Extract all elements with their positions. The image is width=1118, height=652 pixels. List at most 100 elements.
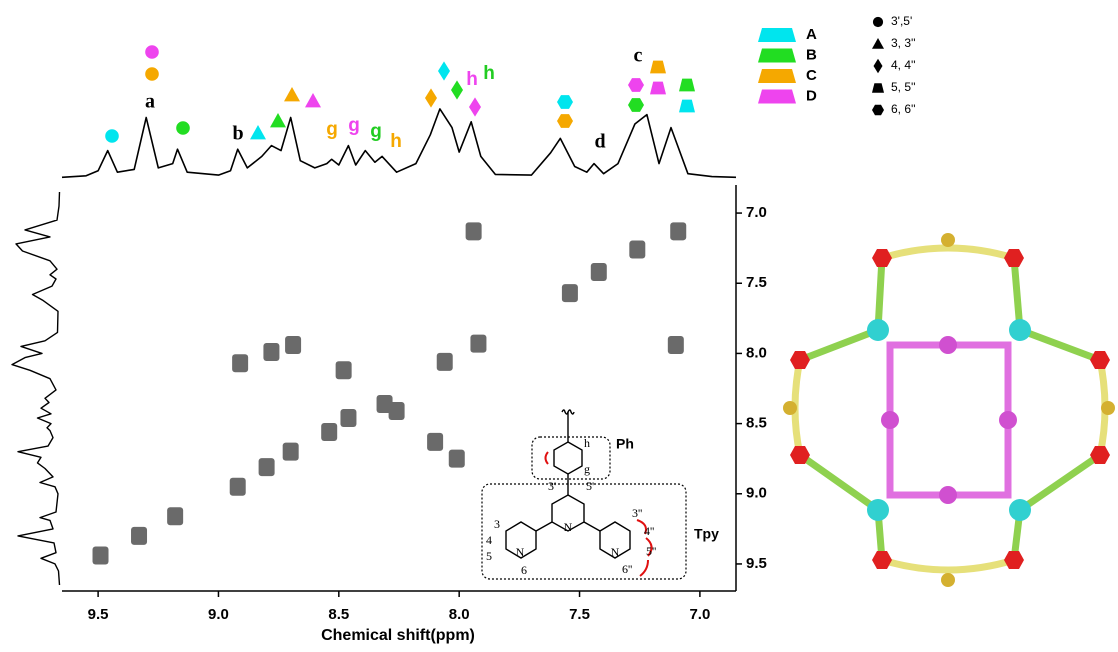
symbol [557, 95, 573, 109]
group-label: Ph [616, 436, 634, 452]
x-tick-label: 9.5 [88, 606, 109, 623]
cross-peak [667, 336, 684, 354]
symbol-legend-label: 3',5' [891, 14, 912, 28]
ph-box [531, 436, 611, 480]
symbol-legend-label: 4, 4'' [891, 58, 916, 72]
cross-peak [629, 240, 646, 259]
x-tick-label: 8.5 [328, 606, 349, 623]
cross-peak [388, 401, 405, 420]
peak-label: h [483, 63, 495, 84]
y-tick-label: 9.0 [746, 485, 767, 502]
symbol [628, 98, 644, 112]
symbol [305, 93, 321, 108]
atom-label: 3'' [632, 506, 642, 520]
cross-peak [167, 507, 184, 526]
peak-label: a [145, 91, 155, 113]
legend-label: D [806, 87, 817, 104]
symbol-legend-label: 6, 6'' [891, 102, 916, 116]
peak-label: g [326, 119, 338, 140]
atom-label: 6 [521, 563, 527, 577]
atom-n: N [516, 545, 525, 559]
inset-labels: h g 3' 5' 3 4 5 6 3'' 4'' 5'' 6'' Ph Tpy [486, 436, 719, 577]
symbol [872, 38, 884, 49]
phenyl-ring [553, 441, 583, 475]
peak-label: h [390, 131, 402, 152]
y-tick-label: 7.0 [746, 204, 767, 221]
cross-peak [282, 442, 299, 461]
atom-label: g [584, 462, 590, 476]
cross-peak [427, 432, 444, 451]
pyridine-ring [599, 521, 631, 559]
atom-n: N [611, 545, 620, 559]
legend-swatch [758, 28, 796, 42]
spectrum-top [61, 108, 737, 179]
tpy-box [481, 483, 687, 580]
cross-peak [470, 334, 487, 353]
atom-label: 6'' [622, 562, 632, 576]
cross-peak [232, 354, 249, 373]
legend-swatch [758, 89, 796, 104]
symbol [872, 16, 884, 28]
legend-label: C [806, 67, 817, 84]
symbol [250, 125, 266, 140]
cross-peak [436, 352, 453, 371]
symbol [425, 88, 437, 108]
symbol [284, 87, 300, 102]
cross-peak [561, 284, 578, 303]
cross-peak [229, 477, 246, 496]
atom-label: 3 [494, 517, 500, 531]
cross-peak [131, 526, 148, 545]
x-tick-label: 9.0 [208, 606, 229, 623]
symbol [679, 99, 695, 113]
x-tick-label: 7.0 [689, 606, 710, 623]
symbol [679, 78, 695, 92]
cross-peak [448, 449, 465, 468]
spectrum-left [11, 191, 61, 586]
symbol [650, 60, 666, 74]
cross-peak [258, 458, 275, 477]
cross-peak [335, 361, 352, 380]
peak-label: c [634, 45, 643, 67]
y-tick-label: 9.5 [746, 555, 767, 572]
legend-label: B [806, 46, 817, 63]
peak-label: h [466, 69, 478, 90]
wavy-bond [561, 409, 575, 415]
peak-label: g [348, 115, 360, 136]
y-tick-label: 7.5 [746, 274, 767, 291]
coupling-arrows [544, 451, 653, 577]
bond [535, 521, 601, 532]
symbol-legend-label: 3, 3'' [891, 36, 916, 50]
atom-label: 5' [586, 479, 594, 493]
cross-peak [590, 263, 607, 282]
cage-illustration [783, 233, 1115, 587]
symbol [438, 61, 450, 81]
pyridine-ring [505, 521, 537, 559]
cross-peak [340, 408, 357, 427]
cross-peak [376, 394, 393, 413]
cross-peak [92, 546, 109, 565]
symbol [650, 81, 666, 95]
atom-label: h [584, 436, 590, 450]
linker [791, 244, 1109, 574]
y-tick-label: 8.0 [746, 344, 767, 361]
x-tick-label: 8.0 [449, 606, 470, 623]
symbol [145, 67, 159, 81]
y-tick-label: 8.5 [746, 415, 767, 432]
linker [886, 341, 1012, 499]
symbol [872, 83, 884, 93]
linker [796, 254, 1104, 564]
atom-label: 3' [548, 479, 556, 493]
cross-peak [263, 343, 280, 362]
cross-peak [670, 222, 687, 241]
cross-peak [465, 222, 482, 241]
symbol-legend-label: 5, 5'' [891, 80, 916, 94]
peak-label: d [594, 131, 605, 153]
symbol [872, 104, 884, 116]
symbol [176, 121, 190, 135]
cross-peak [321, 423, 338, 442]
symbol [557, 114, 573, 128]
pyridine-ring [551, 494, 585, 532]
atom-label: 4'' [644, 524, 654, 538]
x-axis-label: Chemical shift(ppm) [321, 627, 475, 644]
